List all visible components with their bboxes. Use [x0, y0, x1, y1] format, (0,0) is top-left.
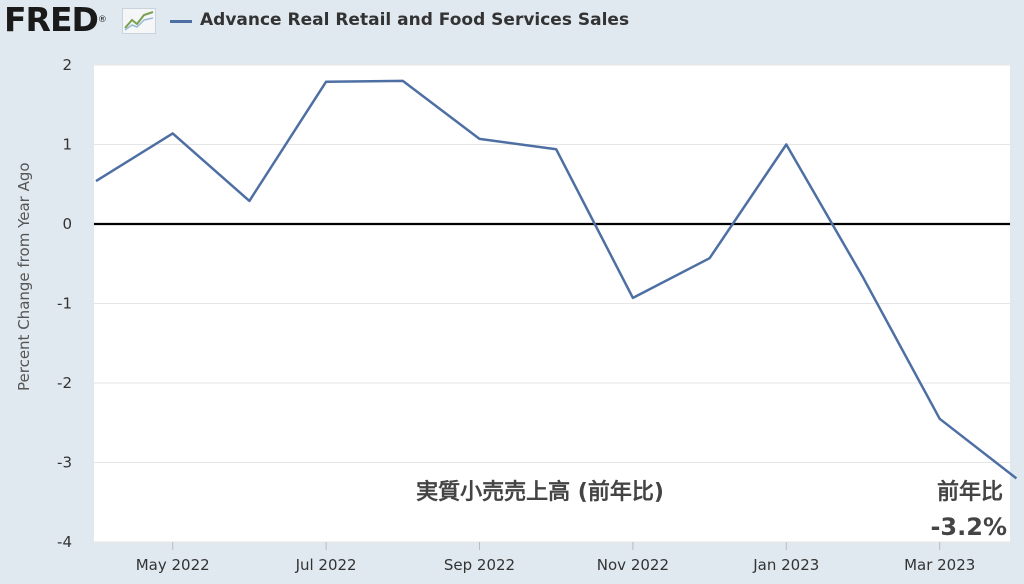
data-point — [246, 198, 252, 204]
data-point — [400, 78, 406, 84]
x-tick-label: Jul 2022 — [295, 556, 357, 574]
data-point — [630, 295, 636, 301]
data-point — [323, 79, 329, 85]
data-point — [553, 146, 559, 152]
fred-logo-text: FRED — [4, 0, 99, 39]
x-tick-label: Nov 2022 — [597, 556, 669, 574]
legend-series-title[interactable]: Advance Real Retail and Food Services Sa… — [200, 10, 630, 30]
data-point — [477, 136, 483, 142]
y-tick-label: -3 — [57, 454, 72, 472]
data-point — [707, 255, 713, 261]
x-tick-label: May 2022 — [136, 556, 210, 574]
legend-swatch — [170, 20, 192, 23]
y-tick-label: -2 — [57, 374, 72, 392]
annotation-right-label: 前年比 — [937, 479, 1003, 505]
data-point — [1013, 475, 1019, 481]
data-point — [937, 416, 943, 422]
fred-graph-icon — [122, 8, 156, 34]
y-tick-label: -1 — [57, 295, 72, 313]
annotation-right-value: -3.2% — [930, 513, 1007, 541]
x-tick-label: Jan 2023 — [752, 556, 819, 574]
series-line — [95, 79, 1018, 480]
y-tick-label: -4 — [57, 533, 72, 551]
annotation-center: 実質小売売上高 (前年比) — [416, 479, 664, 505]
x-tick-label: Sep 2022 — [444, 556, 515, 574]
data-point — [93, 178, 99, 184]
fred-logo[interactable]: FRED® — [4, 0, 107, 39]
fred-logo-registered: ® — [97, 15, 107, 25]
y-tick-label: 2 — [62, 56, 72, 74]
y-tick-label: 0 — [62, 215, 72, 233]
chart-header: FRED® Advance Real Retail and Food Servi… — [0, 0, 1024, 44]
data-point — [860, 274, 866, 280]
y-tick-label: 1 — [62, 136, 72, 154]
data-point — [783, 142, 789, 148]
data-point — [170, 130, 176, 136]
x-tick-label: Mar 2023 — [904, 556, 975, 574]
